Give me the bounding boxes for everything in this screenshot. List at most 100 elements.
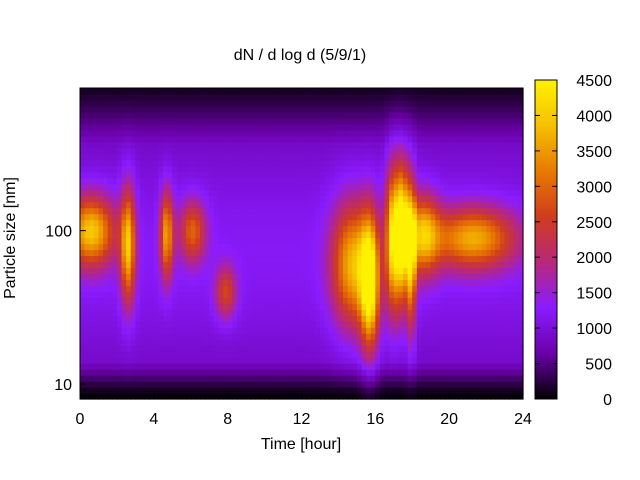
heatmap-cell (181, 345, 187, 352)
heatmap-cell (269, 363, 275, 370)
heatmap-cell (172, 183, 178, 191)
heatmap-cell (407, 153, 413, 161)
heatmap-cell (490, 249, 496, 257)
heatmap-cell (403, 195, 409, 203)
heatmap-cell (227, 159, 233, 167)
heatmap-cell (403, 153, 409, 161)
heatmap-cell (199, 159, 206, 167)
heatmap-cell (509, 315, 515, 322)
heatmap-cell (255, 135, 261, 143)
heatmap-cell (107, 201, 113, 209)
heatmap-cell (130, 177, 136, 185)
heatmap-cell (172, 123, 178, 131)
heatmap-cell (273, 117, 280, 125)
heatmap-cell (444, 213, 450, 221)
heatmap-cell (472, 339, 478, 346)
heatmap-cell (315, 123, 321, 131)
heatmap-cell (403, 291, 409, 298)
heatmap-cell (236, 88, 243, 95)
heatmap-cell (324, 339, 330, 346)
heatmap-cell (472, 309, 478, 316)
heatmap-cell (352, 213, 358, 221)
heatmap-cell (495, 291, 501, 298)
heatmap-cell (218, 201, 224, 209)
heatmap-cell (356, 129, 363, 137)
heatmap-cell (232, 357, 238, 364)
heatmap-cell (306, 387, 312, 394)
heatmap-cell (463, 303, 469, 310)
heatmap-cell (236, 243, 243, 251)
heatmap-cell (246, 255, 252, 263)
heatmap-cell (287, 225, 293, 233)
heatmap-cell (486, 177, 492, 185)
heatmap-cell (435, 321, 441, 328)
heatmap-cell (195, 255, 201, 263)
heatmap-cell (403, 357, 409, 364)
heatmap-cell (98, 369, 104, 376)
heatmap-cell (504, 321, 510, 328)
heatmap-cell (421, 171, 427, 179)
heatmap-cell (218, 255, 224, 263)
heatmap-cell (329, 93, 335, 101)
heatmap-cell (449, 327, 455, 334)
heatmap-cell (361, 201, 367, 209)
heatmap-cell (319, 285, 326, 292)
heatmap-cell (287, 255, 293, 263)
heatmap-cell (426, 375, 432, 382)
heatmap-cell (223, 339, 229, 346)
heatmap-cell (426, 183, 432, 191)
heatmap-cell (333, 147, 340, 155)
heatmap-cell (379, 357, 386, 364)
heatmap-cell (481, 225, 487, 233)
heatmap-cell (398, 177, 404, 185)
heatmap-cell (241, 273, 247, 280)
heatmap-cell (509, 177, 515, 185)
heatmap-cell (518, 279, 524, 286)
heatmap-cell (144, 243, 150, 251)
heatmap-cell (80, 213, 86, 221)
heatmap-cell (89, 88, 95, 95)
heatmap-cell (347, 249, 353, 257)
heatmap-cell (430, 147, 436, 155)
heatmap-cell (361, 93, 367, 101)
heatmap-cell (416, 303, 423, 310)
heatmap-cell (130, 183, 136, 191)
heatmap-cell (273, 165, 280, 173)
heatmap-cell (264, 351, 270, 358)
heatmap-cell (430, 357, 436, 364)
heatmap-cell (324, 327, 330, 334)
heatmap-cell (144, 357, 150, 364)
heatmap-cell (246, 369, 252, 376)
heatmap-cell (333, 219, 340, 227)
heatmap-cell (453, 249, 459, 257)
heatmap-cell (453, 117, 459, 125)
heatmap-cell (153, 261, 160, 269)
heatmap-cell (306, 261, 312, 269)
heatmap-cell (107, 381, 113, 388)
heatmap-cell (490, 267, 496, 274)
heatmap-cell (130, 333, 136, 340)
heatmap-cell (306, 363, 312, 370)
heatmap-cell (158, 123, 164, 131)
heatmap-cell (144, 315, 150, 322)
heatmap-cell (292, 123, 298, 131)
heatmap-cell (227, 147, 233, 155)
heatmap-cell (163, 279, 169, 286)
heatmap-cell (472, 213, 478, 221)
heatmap-cell (255, 327, 261, 334)
heatmap-cell (93, 159, 100, 167)
heatmap-cell (338, 279, 344, 286)
heatmap-cell (241, 303, 247, 310)
heatmap-cell (213, 117, 220, 125)
heatmap-cell (472, 261, 478, 269)
heatmap-cell (172, 165, 178, 173)
heatmap-cell (98, 345, 104, 352)
heatmap-cell (319, 111, 326, 119)
heatmap-cell (472, 88, 478, 95)
heatmap-cell (283, 93, 289, 101)
heatmap-cell (121, 159, 127, 167)
heatmap-cell (116, 345, 123, 352)
heatmap-cell (393, 291, 399, 298)
heatmap-cell (126, 255, 132, 263)
heatmap-cell (518, 387, 524, 394)
